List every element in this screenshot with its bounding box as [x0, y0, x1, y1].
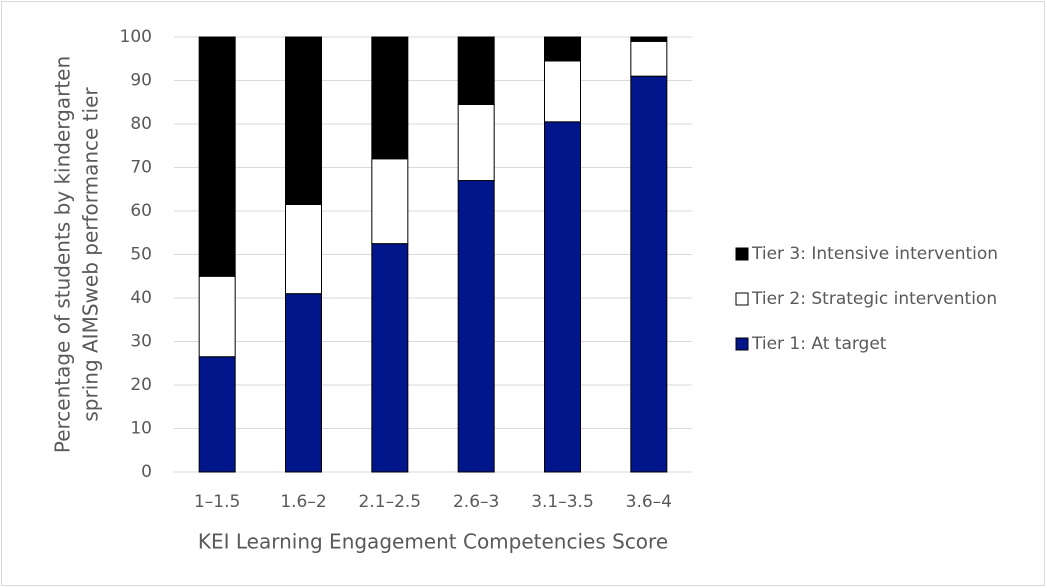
legend-swatch	[735, 292, 749, 306]
y-tick-label: 90	[130, 71, 152, 91]
bar-segment	[285, 36, 322, 205]
y-tick-label: 100	[120, 27, 152, 47]
bar-segment	[544, 121, 581, 473]
bar-segment	[457, 36, 495, 105]
y-tick-label: 70	[130, 158, 152, 178]
bar-segment	[544, 60, 581, 123]
y-tick-label: 20	[130, 375, 152, 395]
x-tick-label: 3.6–4	[626, 492, 672, 512]
legend-label: Tier 1: At target	[751, 334, 887, 354]
x-tick-label: 1–1.5	[194, 492, 240, 512]
bar-segment	[198, 36, 236, 277]
legend-label: Tier 3: Intensive intervention	[751, 244, 998, 264]
y-tick-label: 10	[130, 419, 152, 439]
y-tick-label: 80	[130, 114, 152, 134]
y-tick-label: 0	[141, 462, 152, 482]
x-tick-label: 2.6–3	[453, 492, 499, 512]
bar-segment	[630, 75, 668, 473]
bar-segment	[198, 356, 236, 473]
y-tick-label: 40	[130, 288, 152, 308]
x-tick-label: 2.1–2.5	[359, 492, 422, 512]
bar-segment	[630, 36, 668, 42]
x-tick-label: 3.1–3.5	[531, 492, 594, 512]
y-axis-title: Percentage of students by kindergarten	[51, 56, 75, 453]
bar-segment	[630, 40, 668, 77]
bar-segment	[285, 203, 322, 295]
y-tick-label: 60	[130, 201, 152, 221]
bar-segment	[371, 36, 409, 160]
legend-swatch	[735, 247, 749, 261]
y-tick-label: 50	[130, 245, 152, 265]
x-tick-label: 1.6–2	[280, 492, 326, 512]
bar-segment	[544, 36, 581, 62]
bar-segment	[457, 180, 495, 473]
legend-label: Tier 2: Strategic intervention	[751, 289, 997, 309]
y-tick-label: 30	[130, 332, 152, 352]
y-axis-title: spring AIMSweb performance tier	[79, 87, 103, 422]
x-axis-title: KEI Learning Engagement Competencies Sco…	[198, 530, 668, 554]
bar-segment	[371, 158, 409, 245]
bar-segment	[285, 293, 322, 473]
legend-swatch	[735, 337, 749, 351]
bar-segment	[371, 243, 409, 473]
bar-segment	[457, 103, 495, 182]
bar-segment	[198, 275, 236, 358]
